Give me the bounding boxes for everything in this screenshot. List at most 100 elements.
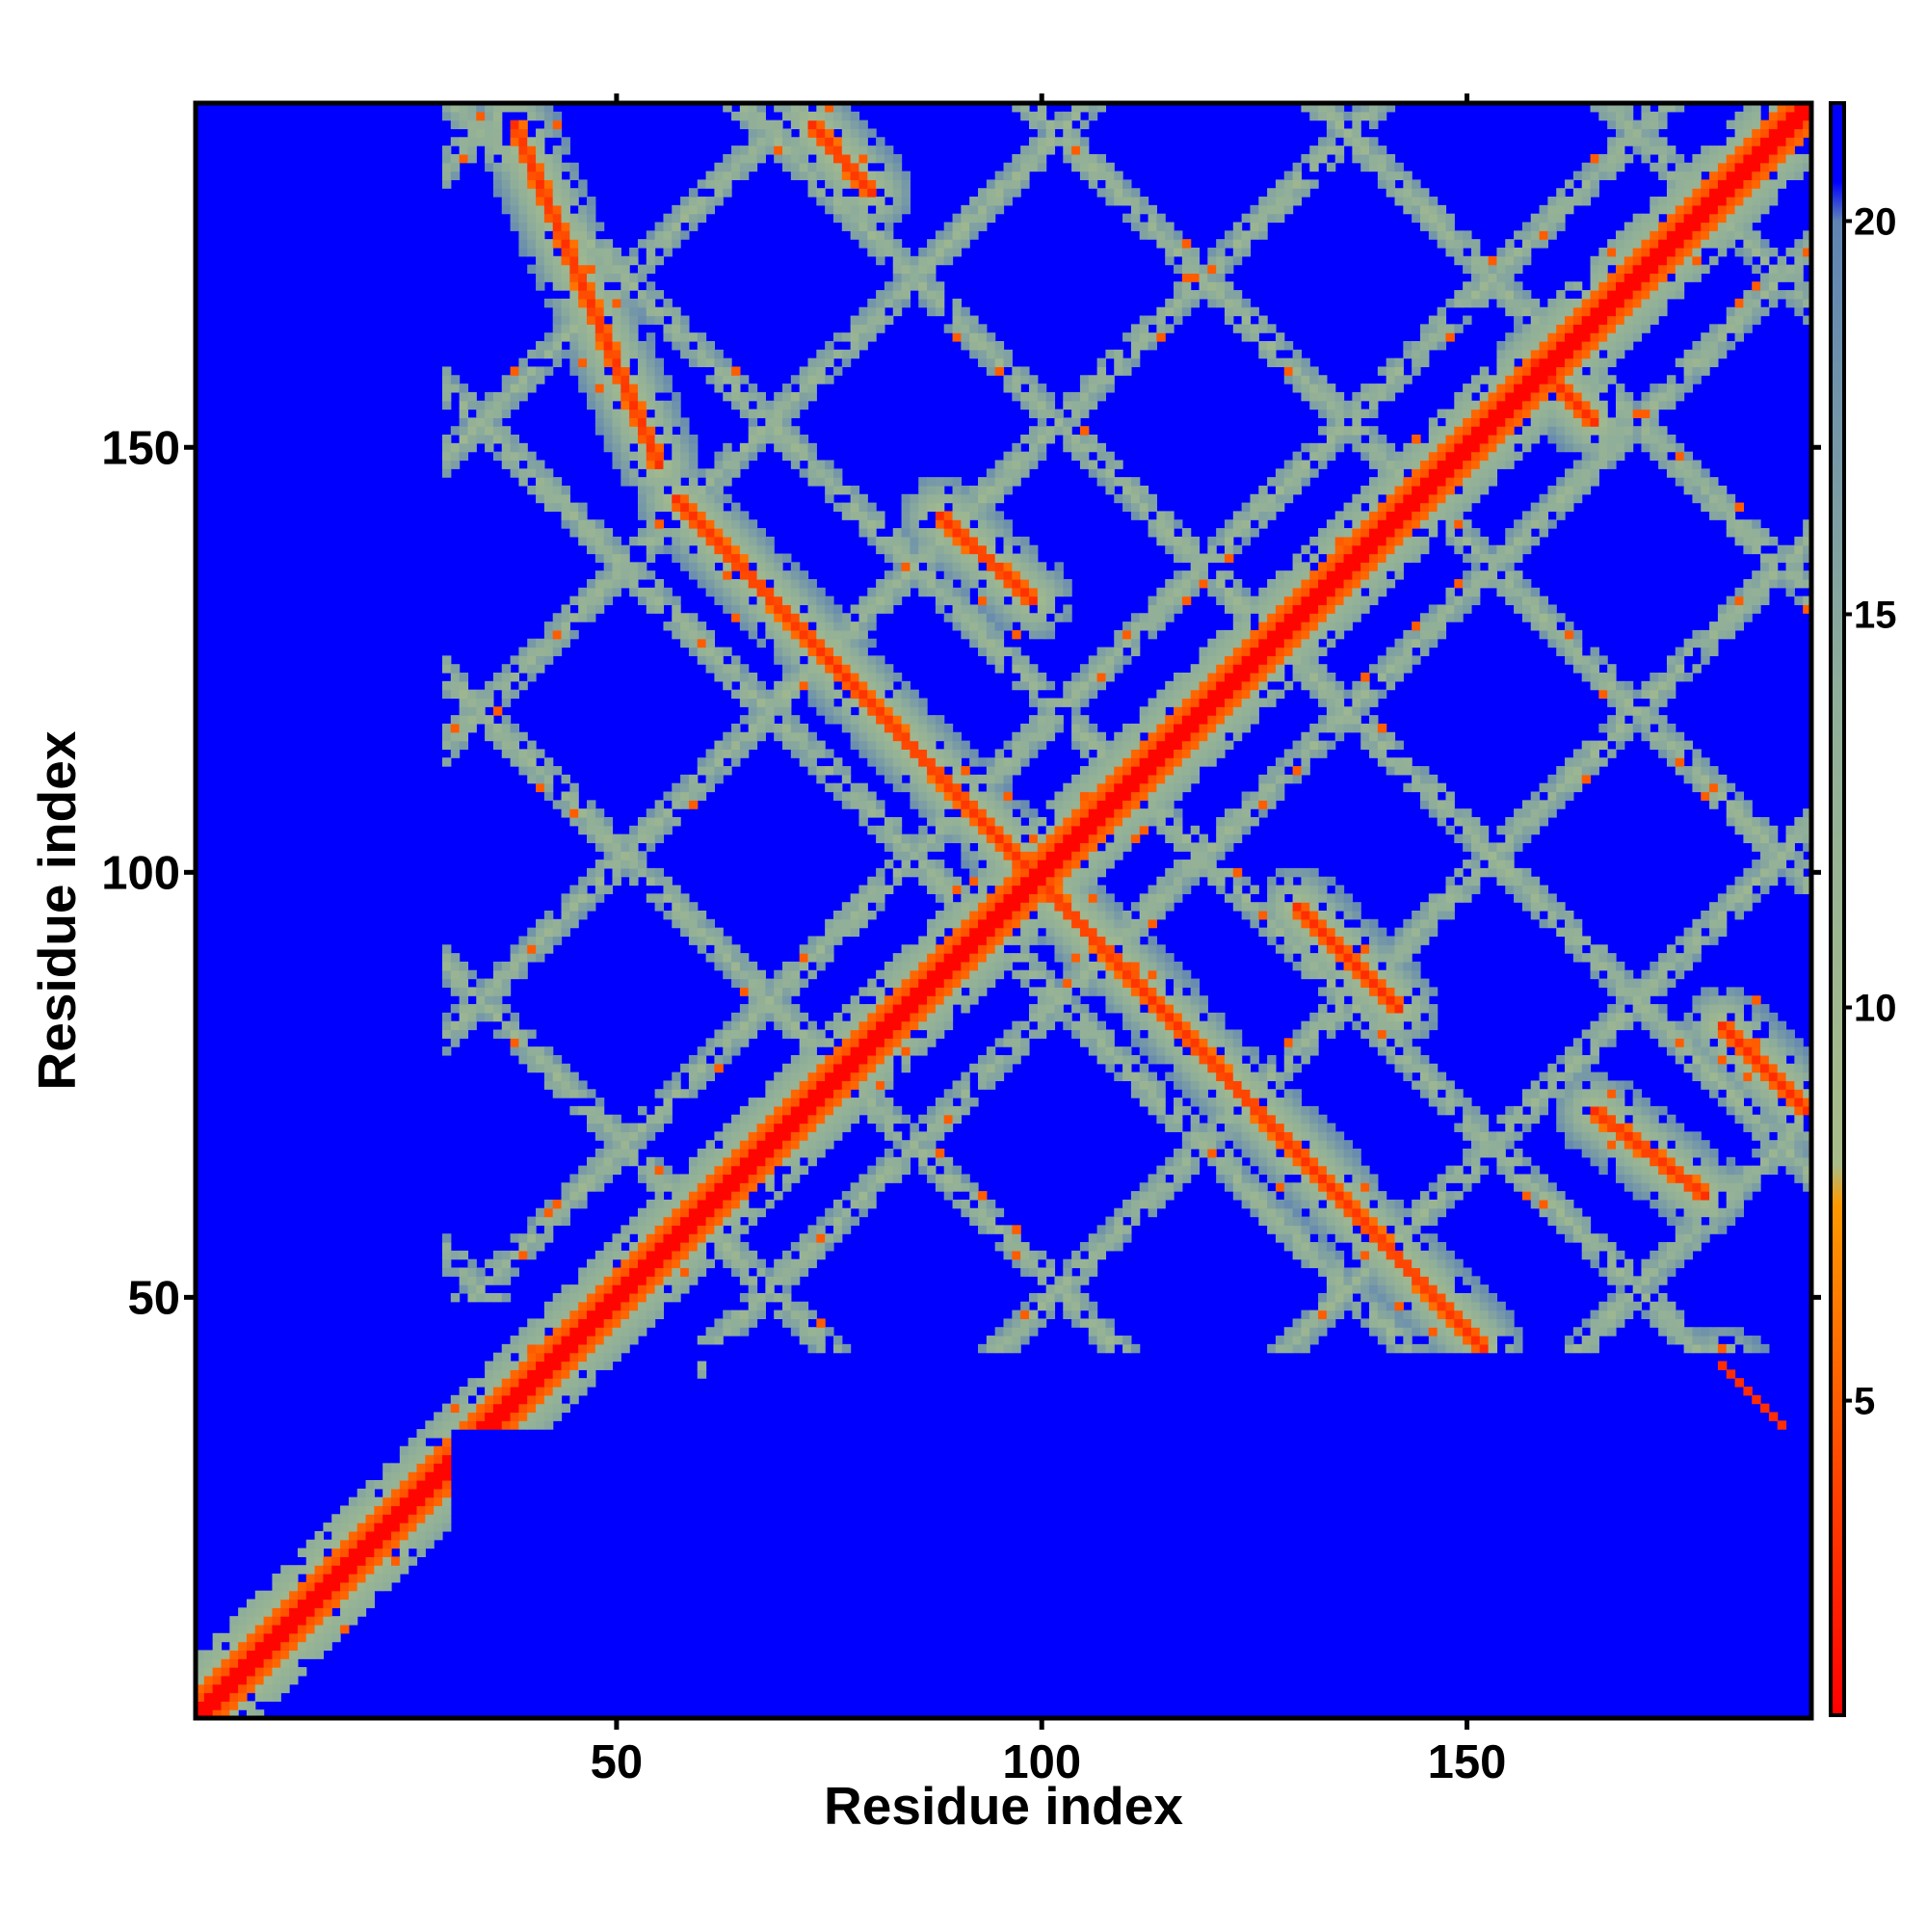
heatmap-cell: [986, 655, 996, 665]
heatmap-cell: [510, 391, 519, 402]
heatmap-cell: [816, 375, 826, 384]
heatmap-cell: [731, 961, 741, 971]
heatmap-cell: [867, 1020, 877, 1031]
heatmap-cell: [680, 1174, 690, 1183]
heatmap-cell: [603, 595, 614, 606]
heatmap-cell: [1012, 1250, 1021, 1260]
heatmap-cell: [799, 1098, 809, 1107]
heatmap-cell: [672, 1191, 681, 1201]
heatmap-cell: [561, 485, 570, 495]
heatmap-cell: [1028, 391, 1039, 402]
heatmap-cell: [969, 978, 979, 988]
heatmap-cell: [918, 961, 928, 971]
heatmap-cell: [620, 349, 630, 359]
heatmap-cell: [1003, 782, 1013, 793]
heatmap-cell: [978, 944, 988, 954]
heatmap-cell: [1079, 146, 1090, 155]
heatmap-cell: [825, 1114, 834, 1125]
heatmap-cell: [527, 1250, 537, 1260]
heatmap-cell: [680, 502, 690, 513]
heatmap-cell: [501, 146, 512, 155]
heatmap-cell: [1012, 936, 1021, 945]
heatmap-cell: [492, 171, 503, 180]
heatmap-cell: [901, 757, 911, 767]
heatmap-cell: [348, 1514, 358, 1523]
heatmap-cell: [356, 1590, 367, 1601]
heatmap-cell: [587, 816, 596, 827]
heatmap-cell: [1045, 595, 1056, 606]
heatmap-cell: [943, 1089, 954, 1098]
heatmap-cell: [1037, 400, 1047, 410]
heatmap-cell: [1079, 749, 1090, 758]
heatmap-cell: [441, 1258, 452, 1269]
heatmap-cell: [1045, 1020, 1056, 1031]
heatmap-cell: [978, 902, 988, 912]
heatmap-cell: [918, 774, 928, 784]
heatmap-cell: [765, 995, 775, 1005]
heatmap-cell: [774, 680, 783, 691]
heatmap-cell: [832, 188, 843, 198]
heatmap-cell: [603, 1301, 614, 1311]
heatmap-cell: [816, 629, 826, 640]
heatmap-cell: [714, 757, 724, 767]
heatmap-cell: [952, 953, 962, 963]
heatmap-cell: [807, 451, 817, 462]
heatmap-cell: [790, 604, 801, 614]
heatmap-cell: [688, 911, 699, 920]
heatmap-cell: [1003, 740, 1013, 750]
heatmap-cell: [723, 528, 732, 538]
heatmap-cell: [654, 893, 665, 903]
heatmap-cell: [569, 264, 579, 275]
heatmap-cell: [612, 417, 621, 427]
heatmap-cell: [587, 893, 596, 903]
heatmap-cell: [697, 1225, 707, 1234]
heatmap-cell: [1037, 1292, 1047, 1303]
heatmap-cell: [1079, 936, 1090, 945]
heatmap-cell: [1028, 987, 1039, 996]
heatmap-cell: [969, 562, 979, 571]
heatmap-cell: [612, 1131, 621, 1141]
heatmap-cell: [884, 1131, 894, 1141]
heatmap-cell: [654, 1174, 665, 1183]
heatmap-cell: [705, 553, 716, 563]
heatmap-cell: [731, 171, 741, 180]
heatmap-cell: [536, 944, 545, 954]
heatmap-cell: [927, 953, 937, 963]
heatmap-cell: [867, 247, 877, 257]
heatmap-cell: [858, 647, 868, 656]
heatmap-cell: [765, 1080, 775, 1090]
heatmap-cell: [1003, 816, 1013, 827]
heatmap-cell: [654, 255, 665, 266]
heatmap-cell: [543, 1207, 554, 1218]
heatmap-cell: [527, 103, 537, 113]
heatmap-cell: [841, 1089, 852, 1098]
heatmap-cell: [1012, 1038, 1021, 1047]
heatmap-cell: [807, 477, 817, 487]
heatmap-cell: [832, 171, 843, 180]
heatmap-cell: [739, 375, 750, 384]
heatmap-cell: [1003, 885, 1013, 894]
heatmap-cell: [731, 111, 741, 121]
heatmap-cell: [552, 197, 563, 206]
heatmap-cell: [587, 298, 596, 308]
heatmap-cell: [807, 366, 817, 376]
heatmap-cell: [680, 349, 690, 359]
heatmap-cell: [756, 1140, 766, 1150]
heatmap-cell: [858, 1182, 868, 1192]
heatmap-cell: [790, 442, 801, 453]
heatmap-cell: [850, 1080, 860, 1090]
heatmap-cell: [518, 1386, 528, 1396]
heatmap-cell: [603, 375, 614, 384]
heatmap-cell: [536, 774, 545, 784]
heatmap-cell: [603, 255, 614, 266]
heatmap-cell: [969, 911, 979, 920]
heatmap-cell: [714, 766, 724, 776]
heatmap-cell: [1028, 1250, 1039, 1260]
heatmap-cell: [467, 442, 477, 453]
heatmap-cell: [739, 613, 750, 622]
heatmap-cell: [901, 731, 911, 742]
heatmap-cell: [485, 1394, 494, 1405]
heatmap-cell: [680, 1276, 690, 1285]
heatmap-cell: [536, 664, 545, 674]
heatmap-cell: [476, 698, 486, 707]
